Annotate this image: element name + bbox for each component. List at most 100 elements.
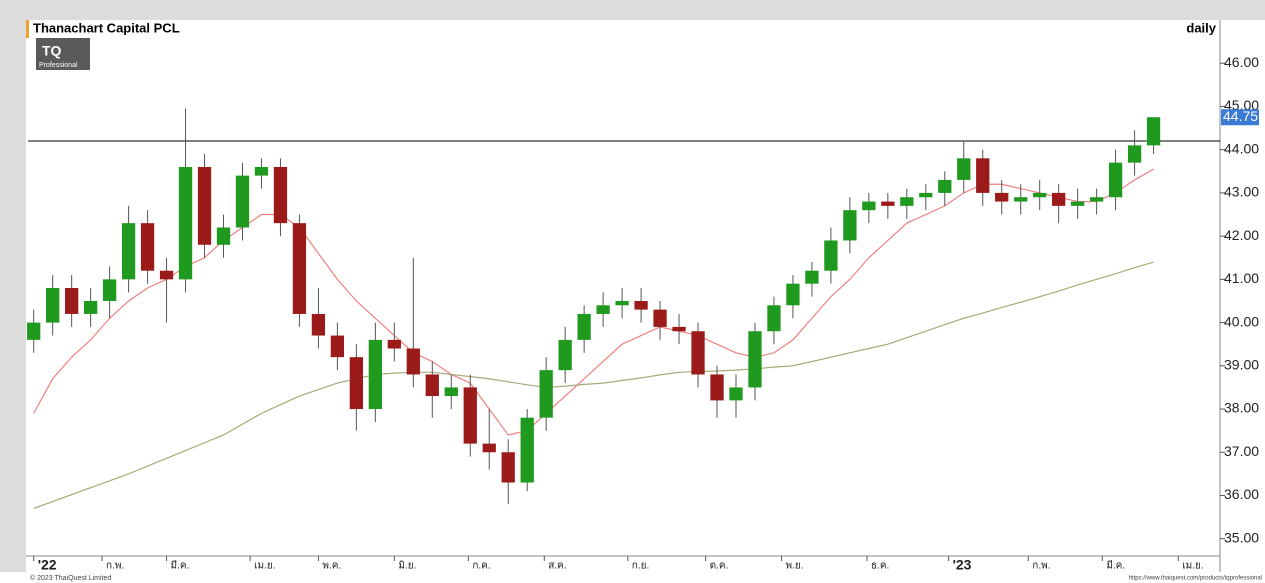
x-tick-label: มี.ค.	[171, 560, 190, 572]
candle-body	[900, 197, 914, 206]
candle-body	[1127, 145, 1142, 163]
candle-body	[46, 288, 60, 323]
candle-body	[995, 192, 1009, 202]
candle-body	[121, 223, 136, 280]
y-tick-label: 36.00	[1224, 486, 1259, 502]
x-tick-label: มิ.ย.	[398, 561, 416, 572]
candle-body	[1052, 192, 1066, 206]
x-tick-label: '22	[38, 557, 57, 573]
candle-body	[976, 158, 990, 193]
candle-body	[691, 331, 705, 375]
candle-body	[387, 339, 401, 349]
candle-body	[843, 210, 857, 241]
candle-body	[710, 374, 724, 401]
last-price-label: 44.75	[1223, 108, 1258, 124]
logo	[36, 38, 90, 70]
y-tick-label: 45.00	[1224, 97, 1259, 113]
candle-body	[444, 387, 458, 397]
candle-body	[311, 313, 326, 336]
x-tick-label: ก.ค.	[472, 561, 490, 572]
x-tick-label: ธ.ค.	[871, 561, 889, 572]
logo-caption: Professional	[39, 62, 78, 69]
candle-body	[805, 270, 819, 284]
x-tick-label: '23	[953, 557, 972, 573]
candle-body	[1146, 117, 1161, 146]
candle-body	[216, 227, 231, 245]
y-tick-label: 44.00	[1224, 140, 1259, 156]
candle-body	[254, 166, 269, 176]
candle-body	[463, 387, 477, 444]
candle-body	[1033, 192, 1047, 198]
candle-body	[102, 279, 117, 301]
candle-body	[672, 326, 686, 332]
x-tick-label: ก.ย.	[632, 561, 649, 572]
candle-body	[83, 300, 98, 314]
candle-body	[539, 370, 553, 418]
candle-body	[767, 305, 781, 332]
y-tick-label: 43.00	[1224, 184, 1259, 200]
candle-body	[653, 309, 667, 327]
x-tick-label: พ.ย.	[786, 561, 804, 572]
title-marker	[26, 20, 29, 38]
candle-body	[197, 166, 212, 245]
candle-body	[824, 240, 838, 271]
candle-body	[482, 443, 496, 453]
candle-body	[596, 305, 610, 314]
y-tick-label: 35.00	[1224, 529, 1259, 545]
chart-title: Thanachart Capital PCL	[33, 20, 180, 35]
x-tick-label: ส.ค.	[548, 561, 566, 572]
x-tick-label: เม.ย.	[254, 561, 275, 572]
candle-body	[938, 179, 952, 193]
candle-body	[919, 192, 933, 198]
plot-background	[26, 20, 1265, 572]
x-tick-label: เม.ย.	[1182, 561, 1203, 572]
candle-body	[862, 201, 876, 211]
candle-body	[786, 283, 800, 306]
candle-body	[27, 322, 41, 340]
y-tick-label: 42.00	[1224, 227, 1259, 243]
y-tick-label: 41.00	[1224, 270, 1259, 286]
candle-body	[425, 374, 439, 397]
url: https://www.thaiquest.com/products/tqpro…	[1129, 576, 1262, 582]
candle-body	[273, 166, 288, 224]
period-label: daily	[1186, 20, 1216, 35]
candle-body	[501, 452, 515, 483]
candle-body	[957, 158, 971, 180]
x-tick-label: พ.ค.	[322, 561, 341, 572]
candle-body	[368, 339, 382, 410]
logo-mark: TQ	[42, 43, 62, 59]
candle-body	[330, 335, 345, 358]
candle-body	[577, 313, 591, 340]
y-tick-label: 39.00	[1224, 357, 1259, 373]
y-tick-label: 37.00	[1224, 443, 1259, 459]
x-tick-label: มี.ค.	[1106, 560, 1125, 572]
candle-body	[1108, 162, 1123, 198]
candle-body	[558, 339, 572, 371]
y-tick-label: 38.00	[1224, 400, 1259, 416]
candle-body	[520, 417, 534, 483]
candle-body	[1014, 197, 1028, 202]
candle-body	[65, 288, 79, 314]
last-price-box	[1221, 109, 1259, 126]
moving-average	[33, 261, 1154, 510]
candle-body	[178, 166, 193, 280]
candle-body	[406, 348, 420, 375]
y-tick-label: 46.00	[1224, 54, 1259, 70]
candle-body	[1089, 197, 1104, 202]
candle-body	[729, 387, 743, 401]
candle-body	[748, 331, 762, 388]
candle-body	[349, 357, 364, 410]
candle-body	[634, 300, 648, 310]
footer	[0, 572, 1265, 583]
x-tick-label: ต.ค.	[710, 561, 729, 572]
candle-body	[235, 175, 250, 228]
x-tick-label: ก.พ.	[106, 561, 124, 572]
x-tick-label: ก.พ.	[1032, 561, 1050, 572]
candle-body	[1071, 201, 1085, 206]
y-tick-label: 40.00	[1224, 313, 1259, 329]
copyright: © 2023 ThaiQuest Limited	[30, 574, 111, 582]
candle-body	[159, 270, 174, 280]
candle-body	[292, 223, 307, 314]
